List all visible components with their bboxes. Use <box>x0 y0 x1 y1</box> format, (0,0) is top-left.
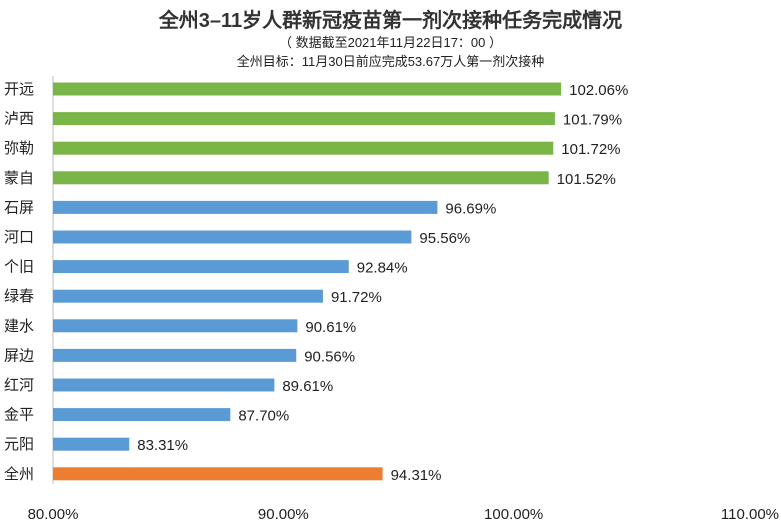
bar-0 <box>53 82 562 96</box>
category-label: 河口 <box>4 228 34 246</box>
category-label: 泸西 <box>4 110 34 128</box>
bar-4 <box>53 200 438 214</box>
data-label: 83.31% <box>137 437 188 454</box>
data-label: 87.70% <box>238 408 289 425</box>
data-label: 102.06% <box>569 82 628 99</box>
data-label: 96.69% <box>445 200 496 217</box>
category-label: 开远 <box>4 80 34 98</box>
x-tick-label: 90.00% <box>258 506 309 523</box>
bar-6 <box>53 260 349 274</box>
category-label: 元阳 <box>4 435 34 453</box>
chart-target-note: 全州目标：11月30日前应完成53.67万人第一剂次接种 <box>236 54 545 69</box>
bar-2 <box>53 141 554 155</box>
data-label: 94.31% <box>391 467 442 484</box>
category-label: 全州 <box>4 465 34 483</box>
data-label: 89.61% <box>282 378 333 395</box>
bar-5 <box>53 230 412 244</box>
data-label: 91.72% <box>331 289 382 306</box>
category-label: 绿春 <box>4 287 34 305</box>
x-tick-label: 100.00% <box>484 506 543 523</box>
bar-12 <box>53 437 130 451</box>
category-label: 金平 <box>4 406 34 424</box>
bar-3 <box>53 171 549 185</box>
category-label: 弥勒 <box>4 139 34 157</box>
category-label: 屏边 <box>4 346 34 364</box>
bar-10 <box>53 378 275 392</box>
chart-title: 全州3–11岁人群新冠疫苗第一剂次接种任务完成情况 <box>158 10 623 32</box>
bar-1 <box>53 112 555 126</box>
chart-subtitle: （ 数据截至2021年11月22日17：00 ） <box>278 35 503 50</box>
x-tick-label: 110.00% <box>721 506 779 523</box>
bar-9 <box>53 348 297 362</box>
category-label: 蒙自 <box>4 169 34 187</box>
x-tick-label: 80.00% <box>28 506 79 523</box>
data-label: 101.72% <box>561 141 620 158</box>
bar-7 <box>53 289 323 303</box>
category-label: 红河 <box>4 376 34 394</box>
category-label: 建水 <box>4 317 34 335</box>
category-label: 个旧 <box>4 258 34 276</box>
data-label: 92.84% <box>357 260 408 277</box>
category-label: 石屏 <box>4 198 34 216</box>
data-label: 90.56% <box>304 348 355 365</box>
bar-11 <box>53 408 231 422</box>
bar-8 <box>53 319 298 333</box>
bar-13 <box>53 467 383 481</box>
data-label: 101.52% <box>557 171 616 188</box>
data-label: 95.56% <box>419 230 470 247</box>
data-label: 101.79% <box>563 112 622 129</box>
data-label: 90.61% <box>305 319 356 336</box>
